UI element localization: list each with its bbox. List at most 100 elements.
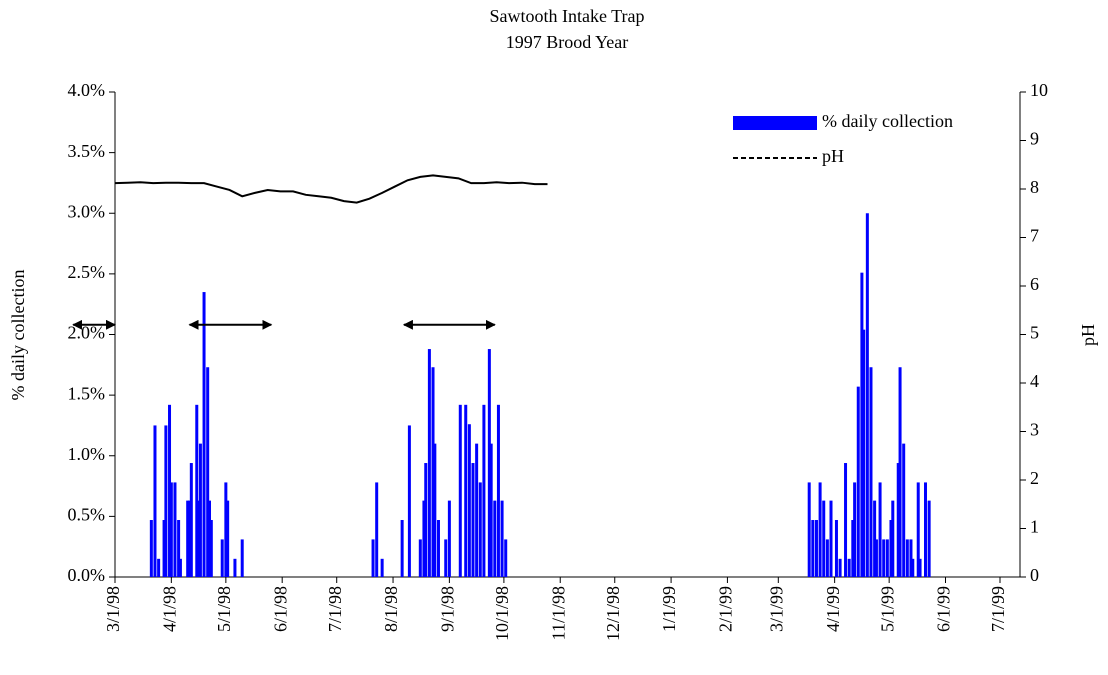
y2-tick-label: 10 [1030, 80, 1048, 100]
bar [157, 558, 161, 577]
bar [885, 539, 889, 577]
bar [226, 500, 230, 577]
bar [874, 539, 878, 577]
chart-subtitle: 1997 Brood Year [506, 32, 629, 52]
y-tick-label: 0.5% [68, 505, 106, 525]
bar [206, 367, 210, 577]
x-tick-label: 4/1/98 [159, 586, 179, 632]
x-tick-label: 6/1/98 [270, 586, 290, 632]
bar [418, 539, 422, 577]
chart-title: Sawtooth Intake Trap [490, 6, 645, 26]
x-tick-label: 4/1/99 [823, 586, 843, 632]
bar [882, 539, 886, 577]
x-tick-label: 2/1/99 [716, 586, 736, 632]
x-tick-label: 11/1/98 [548, 586, 568, 640]
bar [918, 558, 922, 577]
bar [847, 558, 851, 577]
bar [896, 463, 900, 577]
bar [207, 500, 211, 577]
bar [905, 539, 909, 577]
y2-axis-label: pH [1078, 324, 1098, 346]
bar [153, 425, 157, 577]
y-tick-label: 2.5% [68, 262, 106, 282]
bar [149, 520, 153, 577]
bar [375, 482, 379, 577]
bar [189, 463, 193, 577]
y-tick-label: 3.0% [68, 201, 106, 221]
x-tick-label: 3/1/99 [766, 586, 786, 632]
x-tick-label: 7/1/98 [325, 586, 345, 632]
y-tick-label: 4.0% [68, 80, 106, 100]
y2-tick-label: 7 [1030, 226, 1039, 246]
bar [447, 500, 451, 577]
bar [178, 558, 182, 577]
bar [475, 443, 479, 577]
bar [467, 424, 471, 577]
bar [224, 482, 228, 577]
bar [431, 367, 435, 577]
bar [162, 520, 166, 577]
bar [188, 500, 192, 577]
bar [464, 404, 468, 577]
y2-tick-label: 6 [1030, 274, 1039, 294]
bar [927, 500, 931, 577]
x-tick-label: 9/1/98 [438, 586, 458, 632]
bar [493, 500, 497, 577]
bar [834, 520, 838, 577]
bar [844, 463, 848, 577]
y2-tick-label: 1 [1030, 517, 1039, 537]
y2-tick-label: 2 [1030, 468, 1039, 488]
y-axis-label: % daily collection [8, 270, 28, 401]
x-tick-label: 3/1/98 [103, 586, 123, 632]
bar [169, 482, 173, 577]
bar [814, 520, 818, 577]
x-tick-label: 8/1/98 [381, 586, 401, 632]
legend-swatch [733, 116, 817, 130]
bar [240, 539, 244, 577]
bar [400, 520, 404, 577]
y2-tick-label: 0 [1030, 565, 1039, 585]
bar [427, 349, 431, 577]
bar [909, 539, 913, 577]
x-tick-label: 5/1/98 [214, 586, 234, 632]
y2-tick-label: 3 [1030, 420, 1039, 440]
bar [371, 539, 375, 577]
y-tick-label: 3.5% [68, 141, 106, 161]
bar [173, 482, 177, 577]
bar [471, 463, 475, 577]
bar [186, 500, 190, 577]
bar [177, 520, 181, 577]
legend-label: pH [822, 146, 844, 166]
bar [916, 482, 920, 577]
bar [233, 558, 237, 577]
bar [496, 404, 500, 577]
line [114, 174, 548, 204]
y-tick-label: 1.0% [68, 444, 106, 464]
bar [860, 272, 864, 577]
bar [195, 404, 199, 577]
y2-tick-label: 5 [1030, 323, 1039, 343]
bar [825, 539, 829, 577]
bar [500, 500, 504, 577]
bar [197, 500, 201, 577]
bar [811, 520, 815, 577]
bar [202, 292, 206, 577]
x-tick-label: 6/1/99 [934, 586, 954, 632]
y2-tick-label: 8 [1030, 177, 1039, 197]
bar [504, 539, 508, 577]
bar [164, 425, 168, 577]
bar [853, 482, 857, 577]
bar [458, 404, 462, 577]
x-tick-label: 5/1/99 [877, 586, 897, 632]
bar [862, 329, 866, 577]
bar [902, 443, 906, 577]
bar [865, 213, 869, 577]
x-tick-label: 10/1/98 [492, 586, 512, 641]
bar [851, 520, 855, 577]
bar [198, 443, 202, 577]
bar [818, 482, 822, 577]
bar [482, 404, 486, 577]
x-tick-label: 12/1/98 [603, 586, 623, 641]
bar [889, 520, 893, 577]
